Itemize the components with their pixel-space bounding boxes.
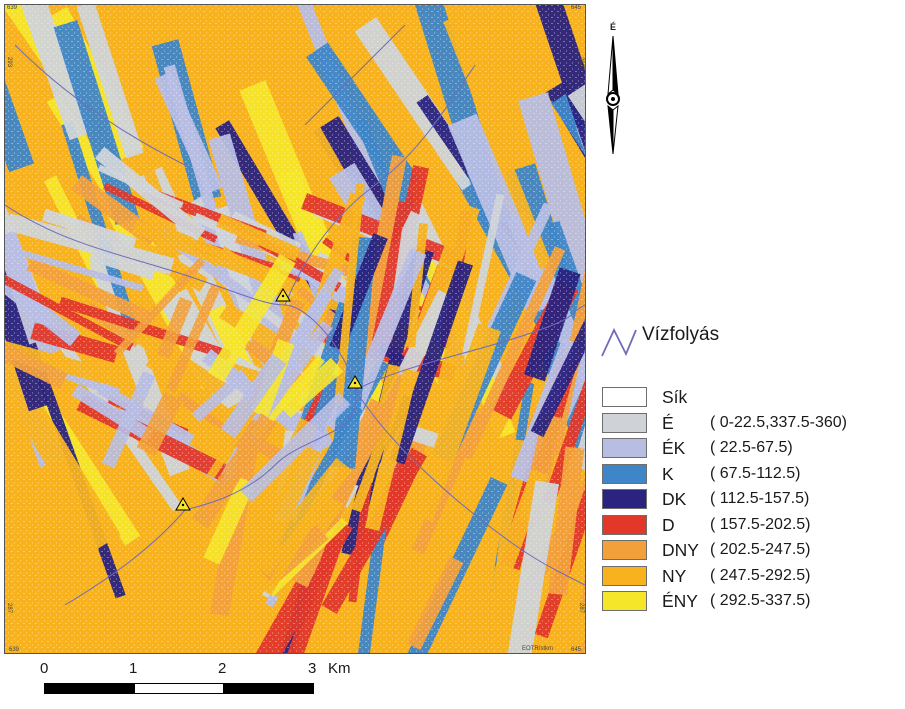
stream-line-icon (601, 327, 637, 357)
legend-range: ( 67.5-112.5) (710, 464, 801, 482)
legend-swatch (602, 591, 647, 611)
legend-row: Sík (600, 384, 900, 410)
legend-aspect-classes: Sík É ( 0-22.5,337.5-360) ÉK ( 22.5-67.5) K ( … (600, 384, 900, 614)
legend-code: NY (662, 565, 687, 586)
legend-row: ÉNY ( 292.5-337.5) (600, 588, 900, 614)
legend-code: DNY (662, 540, 699, 560)
legend-row: NY ( 247.5-292.5) (600, 563, 900, 589)
legend-row: DK ( 112.5-157.5) (600, 486, 900, 512)
scale-segment-3 (223, 683, 314, 694)
legend-code: ÉNY (662, 591, 698, 611)
legend-stream: Vízfolyás (600, 318, 890, 360)
stream-line (64, 509, 186, 606)
summit-dot (281, 294, 285, 298)
legend-range: ( 292.5-337.5) (710, 592, 811, 609)
corner-label-bottom-right: 645 (570, 647, 581, 653)
legend-swatch (602, 387, 647, 407)
scale-bar: 0 1 2 3 Km (40, 658, 380, 704)
aspect-map: 639 645 293 293 287 287 639 645 EOTR/stk… (4, 4, 586, 654)
legend-range: ( 202.5-247.5) (710, 541, 811, 558)
legend-swatch (602, 438, 647, 458)
legend-code: É (662, 412, 674, 433)
corner-label-left-top: 293 (6, 57, 12, 68)
legend-row: ÉK ( 22.5-67.5) (600, 435, 900, 461)
legend-swatch (602, 463, 647, 484)
corner-label-bottom-left: 639 (9, 647, 20, 653)
aspect-raster (5, 5, 585, 653)
legend-code: ÉK (662, 438, 686, 458)
stream-line (304, 24, 406, 126)
north-arrow-icon (606, 35, 620, 155)
legend-swatch (602, 412, 647, 433)
summit-dot (353, 381, 357, 385)
corner-label-top-right: 645 (570, 5, 581, 11)
legend-code: K (662, 463, 674, 484)
legend-row: É ( 0-22.5,337.5-360) (600, 410, 900, 436)
stream-line (354, 304, 585, 391)
corner-label-right-top: 293 (578, 57, 584, 68)
legend-row: K ( 67.5-112.5) (600, 461, 900, 487)
legend-swatch (602, 540, 647, 560)
legend-range: ( 0-22.5,337.5-360) (710, 413, 847, 431)
legend-range: ( 22.5-67.5) (710, 439, 793, 456)
scale-unit: Km (328, 660, 351, 677)
summit-dot (181, 503, 185, 507)
corner-label-left-bottom: 287 (6, 603, 12, 614)
corner-label-right-bottom: 287 (578, 603, 584, 614)
legend-range: ( 112.5-157.5) (710, 490, 810, 507)
scale-tick-0: 0 (40, 660, 49, 677)
legend-swatch (602, 565, 647, 586)
scale-tick-2: 2 (218, 660, 227, 677)
legend-code: D (662, 514, 675, 535)
legend-stream-label: Vízfolyás (642, 324, 720, 345)
scale-segment-2 (134, 683, 224, 694)
stream-line (5, 204, 357, 511)
scale-tick-1: 1 (129, 660, 138, 677)
legend-row: D ( 157.5-202.5) (600, 512, 900, 538)
corner-label-top-left: 639 (7, 5, 18, 11)
legend-swatch (602, 489, 647, 509)
scale-segment-1 (44, 683, 135, 694)
legend-code: Sík (662, 387, 688, 407)
map-credit: EOTR/stkm (522, 646, 553, 652)
legend-code: DK (662, 489, 687, 509)
legend-range: ( 157.5-202.5) (710, 515, 811, 533)
legend-swatch (602, 514, 647, 535)
legend-range: ( 247.5-292.5) (710, 566, 811, 584)
north-arrow: É (598, 22, 628, 155)
north-label: É (609, 22, 616, 32)
stream-line (284, 64, 476, 306)
stream-line (14, 44, 186, 166)
scale-tick-3: 3 (308, 660, 317, 677)
stream-line (354, 389, 585, 586)
legend-row: DNY ( 202.5-247.5) (600, 537, 900, 563)
